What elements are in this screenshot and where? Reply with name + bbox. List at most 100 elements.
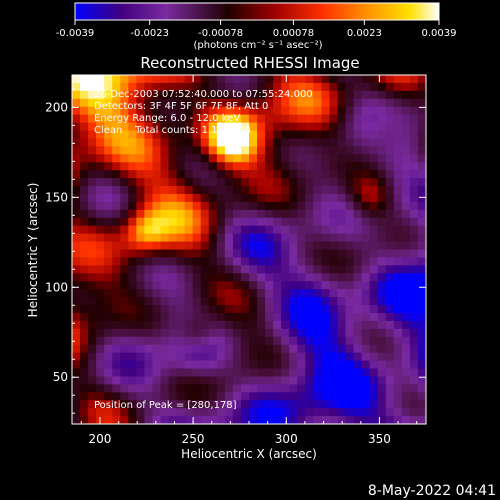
heatmap-cell	[112, 352, 121, 362]
heatmap-cell	[281, 384, 290, 393]
heatmap-cell	[361, 98, 371, 108]
heatmap-cell	[321, 368, 331, 378]
heatmap-cell	[72, 170, 81, 179]
heatmap-cell	[128, 257, 137, 266]
heatmap-cell	[224, 114, 234, 124]
heatmap-cell	[208, 162, 218, 171]
heatmap-cell	[128, 400, 137, 409]
heatmap-cell	[281, 154, 290, 163]
heatmap-cell	[168, 146, 178, 155]
heatmap-cell	[176, 154, 186, 163]
heatmap-cell	[80, 186, 89, 195]
heatmap-cell	[224, 400, 234, 409]
heatmap-cell	[104, 114, 113, 124]
heatmap-cell	[281, 376, 290, 385]
heatmap-cell	[88, 281, 97, 290]
heatmap-cell	[281, 233, 290, 243]
heatmap-cell	[120, 289, 129, 298]
heatmap-cell	[377, 281, 387, 290]
heatmap-cell	[345, 328, 355, 338]
heatmap-cell	[417, 162, 426, 171]
heatmap-cell	[265, 328, 274, 338]
heatmap-cell	[232, 249, 242, 259]
heatmap-cell	[104, 400, 113, 409]
heatmap-cell	[289, 384, 298, 393]
heatmap-cell	[80, 233, 89, 243]
heatmap-cell	[128, 98, 137, 108]
heatmap-cell	[232, 146, 242, 155]
heatmap-cell	[329, 265, 339, 274]
heatmap-cell	[192, 170, 202, 179]
heatmap-cell	[216, 130, 226, 140]
heatmap-cell	[168, 392, 178, 401]
heatmap-cell	[401, 233, 411, 243]
heatmap-cell	[321, 273, 331, 282]
heatmap-cell	[240, 106, 250, 116]
heatmap-cell	[377, 146, 387, 155]
heatmap-cell	[353, 146, 363, 155]
heatmap-cell	[289, 106, 298, 116]
heatmap-cell	[401, 273, 411, 282]
heatmap-cells	[72, 75, 426, 424]
heatmap-cell	[168, 360, 178, 370]
heatmap-cell	[240, 82, 250, 92]
heatmap-cell	[120, 416, 129, 424]
heatmap-cell	[152, 352, 162, 362]
heatmap-cell	[281, 416, 290, 424]
heatmap-cell	[224, 225, 234, 235]
heatmap-cell	[240, 241, 250, 251]
heatmap-cell	[136, 281, 146, 290]
heatmap-cell	[232, 273, 242, 282]
heatmap-cell	[393, 257, 403, 266]
heatmap-cell	[208, 408, 218, 417]
heatmap-cell	[104, 257, 113, 266]
heatmap-cell	[289, 305, 298, 314]
heatmap-cell	[289, 289, 298, 298]
heatmap-cell	[273, 416, 282, 424]
heatmap-cell	[168, 328, 178, 338]
heatmap-cell	[144, 305, 154, 314]
heatmap-cell	[136, 320, 146, 330]
heatmap-cell	[152, 320, 162, 330]
heatmap-cell	[184, 90, 194, 100]
annotation-peak: Position of Peak = [280,178]	[94, 400, 237, 411]
heatmap-cell	[184, 376, 194, 385]
heatmap-cell	[192, 154, 202, 163]
heatmap-cell	[305, 217, 314, 227]
heatmap-cell	[240, 98, 250, 108]
heatmap-cell	[184, 193, 194, 203]
heatmap-cell	[144, 281, 154, 290]
heatmap-cell	[321, 281, 331, 290]
heatmap-cell	[104, 170, 113, 179]
heatmap-cell	[409, 106, 419, 116]
heatmap-cell	[128, 336, 137, 346]
heatmap-cell	[313, 114, 323, 124]
heatmap-cell	[289, 408, 298, 417]
heatmap-cell	[208, 186, 218, 195]
heatmap-cell	[345, 400, 355, 409]
heatmap-cell	[168, 352, 178, 362]
heatmap-cell	[417, 289, 426, 298]
heatmap-cell	[88, 98, 97, 108]
heatmap-cell	[192, 146, 202, 155]
heatmap-cell	[369, 217, 379, 227]
footer-date: 8-May-2022 04:41	[368, 483, 496, 499]
heatmap-cell	[249, 368, 258, 378]
heatmap-cell	[104, 154, 113, 163]
heatmap-cell	[104, 305, 113, 314]
heatmap-cell	[417, 297, 426, 306]
heatmap-cell	[88, 233, 97, 243]
heatmap-cell	[409, 241, 419, 251]
heatmap-cell	[224, 352, 234, 362]
heatmap-cell	[377, 170, 387, 179]
heatmap-cell	[377, 265, 387, 274]
heatmap-cell	[72, 384, 81, 393]
heatmap-cell	[200, 273, 210, 282]
heatmap-cell	[176, 265, 186, 274]
heatmap-cell	[176, 400, 186, 409]
heatmap-cell	[120, 392, 129, 401]
heatmap-cell	[401, 344, 411, 354]
heatmap-cell	[88, 352, 97, 362]
heatmap-cell	[96, 273, 105, 282]
heatmap-cell	[321, 170, 331, 179]
